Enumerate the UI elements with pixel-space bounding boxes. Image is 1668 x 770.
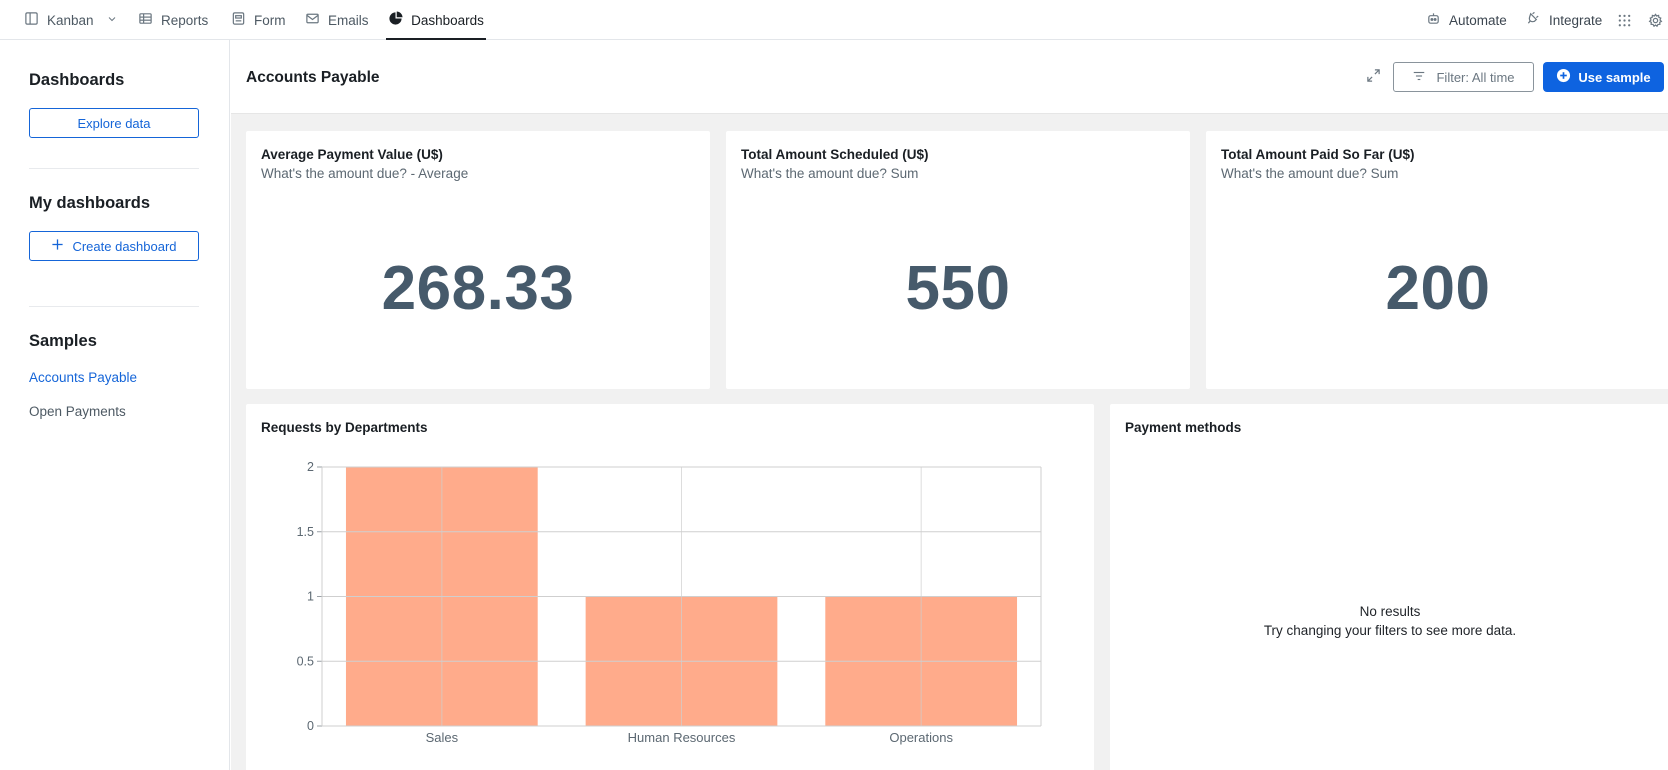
sidebar-heading-my-dashboards: My dashboards <box>29 194 151 212</box>
divider <box>29 306 199 307</box>
use-sample-label: Use sample <box>1578 69 1651 85</box>
card-title: Total Amount Paid So Far (U$) <box>1221 147 1415 162</box>
pie-chart-icon <box>388 11 403 29</box>
plug-icon <box>1526 11 1541 29</box>
table-icon <box>138 11 153 29</box>
tab-dashboards[interactable]: Dashboards <box>386 0 486 40</box>
payment-methods-card: Payment methods No results Try changing … <box>1110 404 1668 770</box>
top-navigation: Kanban Reports Form Emails Dashboards <box>0 0 1668 40</box>
sidebar-item-accounts-payable[interactable]: Accounts Payable <box>29 370 138 385</box>
sidebar: Dashboards Explore data My dashboards Cr… <box>0 40 230 770</box>
kpi-value: 550 <box>905 254 1011 323</box>
x-tick-label: Human Resources <box>628 730 736 745</box>
y-tick-label: 0.5 <box>297 654 314 668</box>
create-dashboard-label: Create dashboard <box>72 238 177 254</box>
tab-form[interactable]: Form <box>231 0 286 40</box>
kpi-value: 200 <box>1385 254 1491 323</box>
tab-label: Emails <box>328 12 369 28</box>
tab-label: Form <box>254 12 286 28</box>
requests-chart-card: Requests by Departments 0 0.5 1 1.5 2 Sales Hu… <box>246 404 1094 770</box>
x-tick-label: Operations <box>889 730 953 745</box>
y-tick-label: 2 <box>307 460 314 474</box>
filter-button[interactable]: Filter: All time <box>1393 62 1534 92</box>
y-tick-label: 1 <box>307 590 314 604</box>
dashboard-header: Accounts Payable Filter: All time Use sa… <box>231 40 1668 114</box>
explore-data-label: Explore data <box>77 115 151 131</box>
y-tick-label: 1.5 <box>297 525 314 539</box>
filter-label: Filter: All time <box>1436 69 1515 85</box>
x-tick-label: Sales <box>426 730 459 745</box>
empty-state-title: No results <box>1359 604 1421 619</box>
tab-label: Dashboards <box>411 12 484 28</box>
form-icon <box>231 11 246 29</box>
card-title: Payment methods <box>1125 420 1242 435</box>
sidebar-heading-dashboards: Dashboards <box>29 71 125 89</box>
explore-data-button[interactable]: Explore data <box>29 108 199 138</box>
kanban-icon <box>24 11 39 29</box>
filter-icon <box>1412 69 1426 86</box>
automate-button[interactable]: Automate <box>1426 0 1507 40</box>
expand-icon[interactable] <box>1361 63 1385 87</box>
main-content: Accounts Payable Filter: All time Use sa… <box>231 40 1668 770</box>
page-title: Accounts Payable <box>246 69 380 86</box>
plus-circle-icon <box>1556 68 1571 86</box>
empty-state-message: Try changing your filters to see more da… <box>1263 623 1517 638</box>
tab-emails[interactable]: Emails <box>305 0 369 40</box>
apps-grid-icon[interactable] <box>1617 0 1632 40</box>
card-subtitle: What's the amount due? Sum <box>741 166 919 181</box>
card-subtitle: What's the amount due? - Average <box>261 166 469 181</box>
divider <box>29 168 199 169</box>
card-title: Total Amount Scheduled (U$) <box>741 147 929 162</box>
mail-icon <box>305 11 320 29</box>
tab-label: Kanban <box>47 12 94 28</box>
automate-label: Automate <box>1449 12 1507 28</box>
robot-icon <box>1426 11 1441 29</box>
tab-kanban[interactable]: Kanban <box>24 0 118 40</box>
create-dashboard-button[interactable]: Create dashboard <box>29 231 199 261</box>
plus-icon <box>51 238 64 254</box>
requests-bar-chart: 0 0.5 1 1.5 2 Sales Human Resources Operations <box>297 460 1042 745</box>
chevron-down-icon <box>102 13 118 28</box>
tab-reports[interactable]: Reports <box>138 0 208 40</box>
kpi-card-average-payment: Average Payment Value (U$) What's the am… <box>246 131 710 389</box>
settings-gear-icon[interactable] <box>1648 0 1663 40</box>
integrate-label: Integrate <box>1549 12 1603 28</box>
integrate-button[interactable]: Integrate <box>1526 0 1602 40</box>
y-tick-label: 0 <box>307 719 314 733</box>
kpi-card-total-paid: Total Amount Paid So Far (U$) What's the… <box>1206 131 1668 389</box>
card-title: Average Payment Value (U$) <box>261 147 443 162</box>
use-sample-button[interactable]: Use sample <box>1543 62 1664 92</box>
kpi-card-total-scheduled: Total Amount Scheduled (U$) What's the a… <box>726 131 1190 389</box>
kpi-value: 268.33 <box>381 254 575 323</box>
sidebar-item-open-payments[interactable]: Open Payments <box>29 404 126 419</box>
sidebar-heading-samples: Samples <box>29 332 97 350</box>
tab-label: Reports <box>161 12 209 28</box>
card-title: Requests by Departments <box>261 420 428 435</box>
card-subtitle: What's the amount due? Sum <box>1221 166 1399 181</box>
